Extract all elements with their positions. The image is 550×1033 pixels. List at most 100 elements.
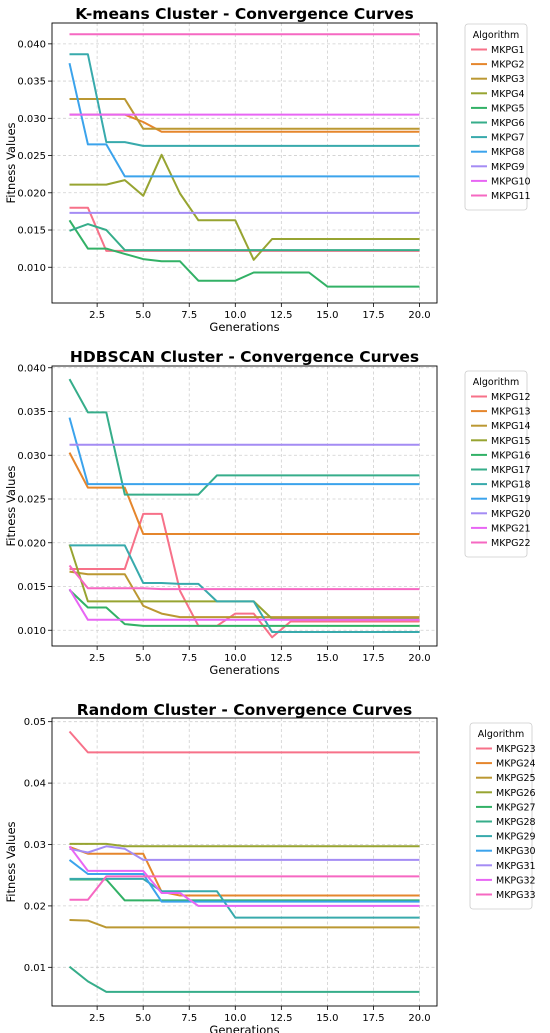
series-line-mkpg22 bbox=[68, 564, 420, 591]
y-tick-label: 0.01 bbox=[24, 963, 46, 974]
x-tick-label: 20.0 bbox=[408, 310, 430, 321]
series-line-mkpg33 bbox=[69, 875, 420, 901]
y-tick-label: 0.015 bbox=[17, 226, 46, 237]
x-tick-label: 5.0 bbox=[135, 653, 151, 664]
series-line-mkpg21 bbox=[68, 588, 420, 621]
x-tick-label: 15.0 bbox=[316, 1013, 338, 1024]
legend-entry: MKPG19 bbox=[491, 494, 531, 505]
y-axis-label: Fitness Values bbox=[4, 465, 18, 546]
legend-entry: MKPG22 bbox=[491, 538, 531, 549]
legend-entry: MKPG7 bbox=[491, 133, 525, 144]
x-tick-label: 10.0 bbox=[224, 310, 246, 321]
legend-entry: MKPG10 bbox=[491, 176, 531, 187]
legend-title: Algorithm bbox=[473, 377, 520, 388]
legend-entry: MKPG21 bbox=[491, 523, 531, 534]
x-tick-label: 2.5 bbox=[89, 653, 105, 664]
x-axis-label: Generations bbox=[209, 663, 279, 677]
x-tick-label: 15.0 bbox=[316, 310, 338, 321]
legend-entry: MKPG8 bbox=[491, 147, 525, 158]
legend-entry: MKPG25 bbox=[496, 773, 536, 784]
legend-entry: MKPG29 bbox=[496, 832, 536, 843]
series-line-mkpg15 bbox=[68, 544, 420, 620]
series-line-mkpg29 bbox=[69, 877, 420, 919]
legend-entry: MKPG2 bbox=[491, 60, 525, 71]
y-tick-label: 0.020 bbox=[17, 188, 46, 199]
legend-entry: MKPG30 bbox=[496, 846, 536, 857]
series-line-mkpg1 bbox=[69, 206, 420, 252]
series-line-mkpg28 bbox=[68, 965, 420, 993]
legend-entry: MKPG6 bbox=[491, 118, 525, 129]
x-tick-label: 5.0 bbox=[135, 310, 151, 321]
x-tick-label: 5.0 bbox=[135, 1013, 151, 1024]
legend-entry: MKPG11 bbox=[491, 191, 531, 202]
y-tick-label: 0.020 bbox=[17, 538, 46, 549]
plot-frame bbox=[51, 22, 438, 304]
series-line-mkpg16 bbox=[68, 589, 420, 627]
legend-box bbox=[464, 370, 528, 558]
series-line-mkpg30 bbox=[68, 859, 420, 903]
x-tick-label: 7.5 bbox=[181, 310, 197, 321]
x-tick-label: 7.5 bbox=[181, 653, 197, 664]
y-tick-label: 0.040 bbox=[17, 363, 46, 374]
legend: Algorithm MKPG12 MKPG13 MKPG14 MKPG15 MKPG16 M… bbox=[464, 370, 531, 558]
legend-entry: MKPG16 bbox=[491, 450, 531, 461]
legend-box bbox=[469, 722, 533, 910]
legend-entry: MKPG9 bbox=[491, 162, 525, 173]
x-tick-label: 15.0 bbox=[316, 653, 338, 664]
y-tick-label: 0.035 bbox=[17, 77, 46, 88]
series-line-mkpg6 bbox=[69, 223, 420, 252]
y-tick-label: 0.030 bbox=[17, 451, 46, 462]
series-line-mkpg5 bbox=[68, 219, 420, 288]
series-line-mkpg4 bbox=[69, 153, 420, 261]
x-tick-label: 12.5 bbox=[270, 653, 292, 664]
legend: Algorithm MKPG1 MKPG2 MKPG3 MKPG4 MKPG5 MKPG6 M… bbox=[464, 23, 531, 211]
y-tick-label: 0.05 bbox=[24, 717, 46, 728]
y-tick-label: 0.03 bbox=[24, 840, 46, 851]
hdbscan-chart: 2.5 5.0 7.5 10.0 12.5 15.0 17.5 20.0 0.010 0.015 0… bbox=[4, 348, 531, 677]
legend-entry: MKPG5 bbox=[491, 103, 525, 114]
legend: Algorithm MKPG23 MKPG24 MKPG25 MKPG26 MKPG27 M… bbox=[469, 722, 536, 910]
plot-frame bbox=[51, 365, 438, 647]
legend-entry: MKPG14 bbox=[491, 421, 531, 432]
x-tick-label: 10.0 bbox=[224, 1013, 246, 1024]
y-tick-label: 0.010 bbox=[17, 263, 46, 274]
x-tick-label: 2.5 bbox=[89, 310, 105, 321]
kmeans-chart: 2.5 5.0 7.5 10.0 12.5 15.0 17.5 20.0 0.010 0.015 0… bbox=[4, 5, 531, 334]
y-tick-label: 0.025 bbox=[17, 495, 46, 506]
series-line-mkpg24 bbox=[69, 846, 420, 897]
legend-entry: MKPG15 bbox=[491, 436, 531, 447]
series-line-mkpg12 bbox=[69, 512, 420, 639]
legend-entry: MKPG32 bbox=[496, 875, 536, 886]
chart-title: K-means Cluster - Convergence Curves bbox=[75, 5, 414, 23]
x-tick-label: 20.0 bbox=[408, 653, 430, 664]
x-axis-label: Generations bbox=[209, 1023, 279, 1033]
y-tick-label: 0.030 bbox=[17, 114, 46, 125]
series-line-mkpg32 bbox=[68, 845, 420, 907]
legend-entry: MKPG18 bbox=[491, 480, 531, 491]
series-line-mkpg3 bbox=[69, 98, 420, 130]
y-tick-label: 0.02 bbox=[24, 901, 46, 912]
legend-entry: MKPG3 bbox=[491, 74, 525, 85]
series-line-mkpg31 bbox=[69, 845, 420, 861]
legend-entry: MKPG27 bbox=[496, 802, 536, 813]
x-tick-label: 17.5 bbox=[362, 1013, 384, 1024]
series-line-mkpg26 bbox=[69, 842, 420, 848]
legend-entry: MKPG23 bbox=[496, 744, 536, 755]
y-tick-label: 0.015 bbox=[17, 582, 46, 593]
legend-entry: MKPG1 bbox=[491, 45, 525, 56]
series-line-mkpg19 bbox=[68, 417, 420, 486]
y-tick-label: 0.025 bbox=[17, 151, 46, 162]
legend-box bbox=[464, 23, 528, 211]
x-tick-label: 7.5 bbox=[181, 1013, 197, 1024]
y-tick-label: 0.04 bbox=[24, 779, 46, 790]
legend-entry: MKPG12 bbox=[491, 392, 531, 403]
series-line-mkpg7 bbox=[69, 53, 420, 147]
legend-entry: MKPG26 bbox=[496, 788, 536, 799]
series-line-mkpg17 bbox=[68, 378, 420, 496]
chart-title: HDBSCAN Cluster - Convergence Curves bbox=[70, 348, 419, 366]
y-tick-label: 0.040 bbox=[17, 39, 46, 50]
x-tick-label: 10.0 bbox=[224, 653, 246, 664]
series-line-mkpg8 bbox=[68, 62, 420, 178]
x-tick-label: 12.5 bbox=[270, 310, 292, 321]
